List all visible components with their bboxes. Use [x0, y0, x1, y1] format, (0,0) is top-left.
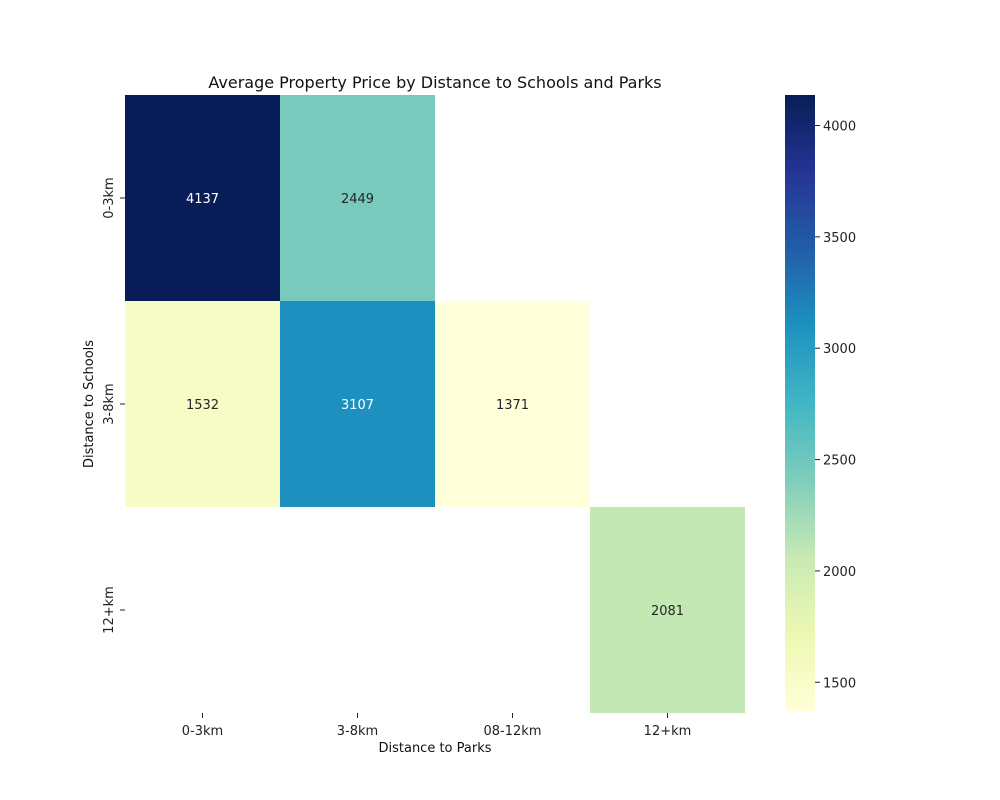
heatmap-cell — [435, 301, 590, 507]
colorbar-tick-label: 4000 — [823, 120, 856, 135]
cell-value-label: 2449 — [341, 192, 374, 207]
colorbar-tick-label: 1500 — [823, 676, 856, 691]
colorbar-tick-label: 3000 — [823, 342, 856, 357]
x-axis-label: Distance to Parks — [378, 741, 491, 756]
cell-value-label: 2081 — [651, 604, 684, 619]
y-tick-label: 3-8km — [102, 383, 117, 424]
y-axis-ticks: 0-3km 3-8km 12+km — [102, 177, 125, 634]
x-tick-label: 0-3km — [182, 724, 223, 739]
y-tick-label: 0-3km — [102, 177, 117, 218]
y-tick-label: 12+km — [102, 586, 117, 634]
colorbar-tick-label: 2500 — [823, 454, 856, 469]
x-tick-label: 12+km — [644, 724, 692, 739]
colorbar-gradient — [785, 95, 815, 711]
heatmap-cell — [280, 95, 435, 301]
chart-title: Average Property Price by Distance to Sc… — [208, 73, 661, 92]
x-axis-ticks: 0-3km 3-8km 08-12km 12+km — [182, 713, 692, 739]
cell-value-label: 3107 — [341, 398, 374, 413]
cell-value-label: 1532 — [186, 398, 219, 413]
heatmap-cell — [125, 301, 280, 507]
x-tick-label: 08-12km — [484, 724, 542, 739]
cell-value-label: 4137 — [186, 192, 219, 207]
cell-value-label: 1371 — [496, 398, 529, 413]
colorbar-tick-label: 2000 — [823, 565, 856, 580]
heatmap-cell — [590, 507, 745, 713]
heatmap-cell — [125, 95, 280, 301]
colorbar: 1500 2000 2500 3000 3500 4000 — [785, 95, 856, 711]
colorbar-tick-label: 3500 — [823, 231, 856, 246]
heatmap-cells: 4137 2449 1532 3107 1371 2081 — [125, 95, 745, 713]
heatmap-cell — [280, 301, 435, 507]
y-axis-label: Distance to Schools — [82, 340, 97, 468]
x-tick-label: 3-8km — [337, 724, 378, 739]
